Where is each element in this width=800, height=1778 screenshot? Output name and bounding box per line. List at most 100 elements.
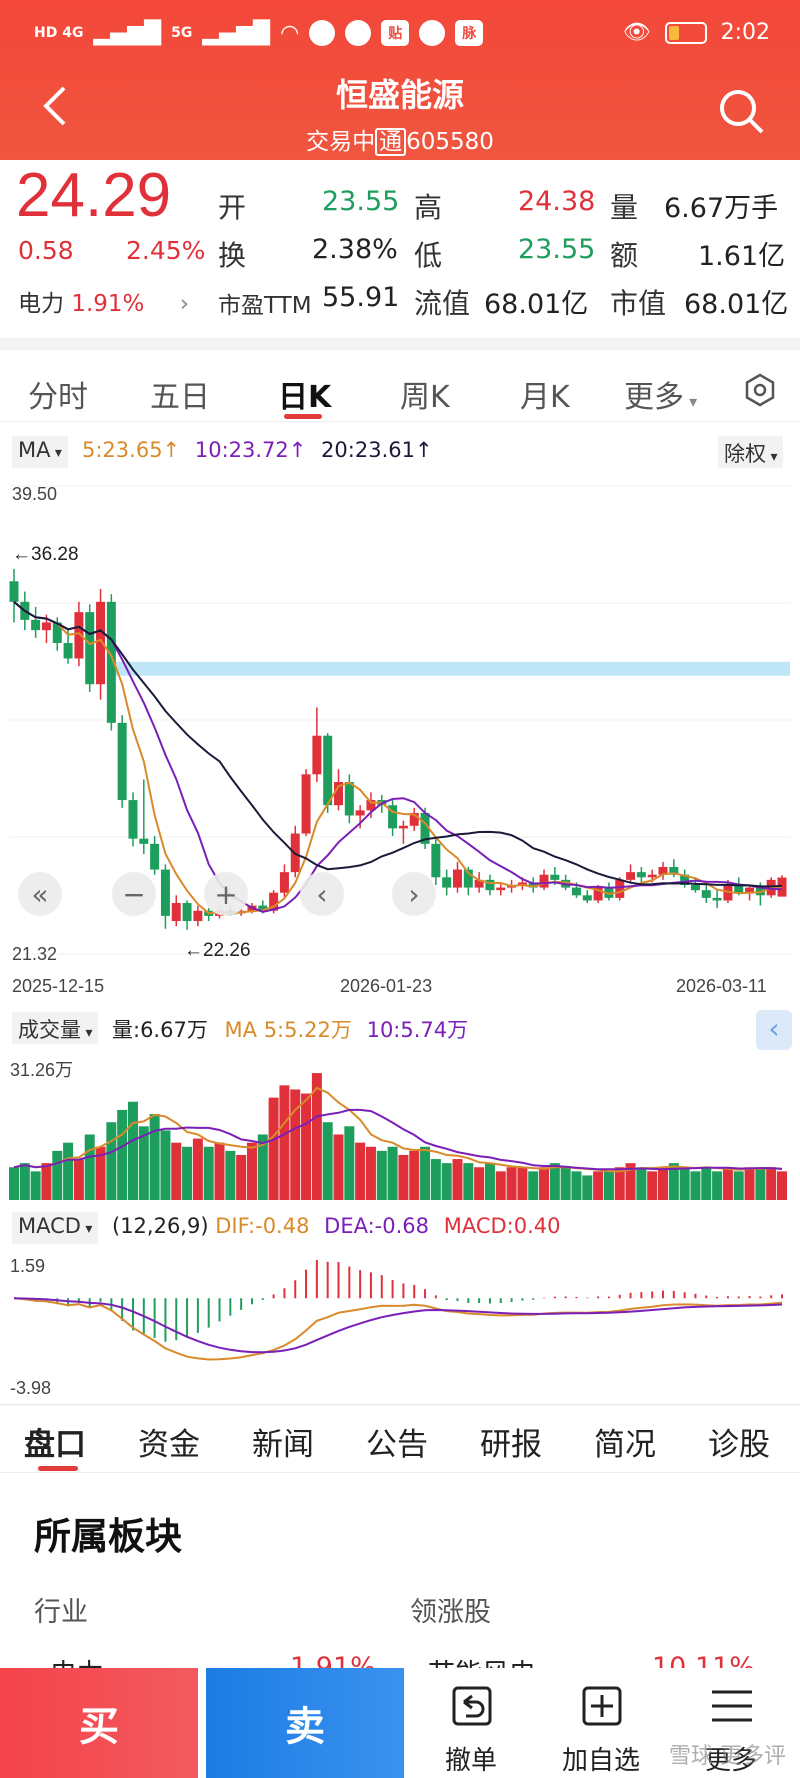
search-icon[interactable] (718, 88, 764, 134)
candle-body (723, 885, 733, 901)
sell-button[interactable]: 卖 (206, 1668, 404, 1778)
candle-body (626, 872, 636, 880)
candle-body (128, 800, 138, 839)
sector-link[interactable]: 电力 1.91% › (18, 284, 189, 318)
macd-values: (12,26,9) DIF:-0.48 DEA:-0.68 MACD:0.40 (112, 1214, 561, 1246)
volume-bar (344, 1126, 355, 1200)
add-watchlist-button[interactable]: 加自选 (536, 1668, 666, 1778)
tab-diagnosis[interactable]: 诊股 (708, 1427, 770, 1463)
candle-body (398, 825, 408, 829)
tab-profile[interactable]: 简况 (594, 1427, 656, 1463)
volume-bar (84, 1134, 95, 1200)
settings-hex-icon[interactable] (742, 372, 778, 408)
volume-bar (106, 1122, 117, 1200)
volume-ma10: 10:5.74万 (366, 1018, 469, 1042)
industry-label: 行业 (34, 1597, 88, 1628)
eye-icon: 👁 (622, 20, 651, 45)
macd-dropdown[interactable]: MACD ▾ (12, 1212, 99, 1244)
ma20-value: 20:23.61↑ (321, 438, 433, 462)
more-button[interactable]: 更多 (666, 1668, 796, 1778)
candle-body (442, 877, 452, 888)
volume-bar (409, 1150, 420, 1200)
app-header: HD 4G ▂▄▆█ 5G ▂▄▆█ ◠ 贴 脉 👁 2:02 恒盛能源 交易中… (0, 0, 800, 160)
volume-bar (766, 1167, 777, 1200)
adjust-dropdown[interactable]: 除权 ▾ (718, 436, 784, 468)
date-start-label: 2025-12-15 (12, 976, 105, 996)
candle-body (701, 890, 711, 898)
tab-more[interactable]: 更多 ▾ (624, 372, 697, 416)
candlestick-chart[interactable] (0, 474, 800, 974)
candle-body (9, 581, 19, 602)
volume-bar (355, 1142, 366, 1200)
step-right-icon[interactable]: › (392, 872, 436, 916)
float-label: 流值 (414, 287, 471, 320)
status-bar: HD 4G ▂▄▆█ 5G ▂▄▆█ ◠ 贴 脉 👁 2:02 (0, 0, 800, 72)
candle-body (463, 869, 473, 888)
volume-ma10-line (13, 1108, 783, 1171)
candle-body (658, 866, 668, 875)
mcap-value: 68.01亿 (684, 289, 789, 320)
tab-order-book[interactable]: 盘口 (24, 1427, 86, 1463)
candle-body (615, 879, 625, 898)
candle-body (485, 879, 495, 891)
ma10-line (13, 601, 783, 913)
tab-intraday[interactable]: 分时 (28, 380, 88, 415)
tab-funds[interactable]: 资金 (138, 1427, 200, 1463)
macd-dropdown-label: MACD (18, 1214, 81, 1238)
notify-app-icon-2 (345, 20, 372, 46)
side-panel-toggle-icon[interactable]: ‹ (756, 1010, 792, 1050)
zoom-in-icon[interactable]: + (204, 872, 248, 916)
step-left-icon[interactable]: ‹ (300, 872, 344, 916)
volume-bar (539, 1167, 550, 1200)
candle-body (106, 601, 116, 723)
candle-body (258, 905, 268, 911)
tab-announcements[interactable]: 公告 (366, 1427, 428, 1463)
candle-body (96, 601, 106, 685)
volume-bar (777, 1171, 787, 1200)
tab-weekly-k[interactable]: 周K (400, 380, 450, 415)
stock-name: 恒盛能源 (335, 76, 464, 114)
candle-body (409, 812, 419, 826)
volume-bar (560, 1167, 571, 1200)
tab-monthly-k[interactable]: 月K (520, 380, 570, 415)
back-arrow-icon[interactable] (40, 86, 70, 126)
tab-news[interactable]: 新闻 (252, 1427, 314, 1463)
volume-dropdown-label: 成交量 (18, 1018, 81, 1042)
candle-body (647, 874, 657, 878)
ma-dropdown-label: MA (18, 438, 51, 462)
amount-label: 额 (610, 239, 639, 272)
candle-body (636, 872, 646, 878)
tab-five-day[interactable]: 五日 (150, 380, 210, 415)
low-value: 23.55 (518, 234, 596, 265)
volume-current: 量:6.67万 (112, 1018, 208, 1042)
cancel-order-label: 撤单 (444, 1746, 497, 1776)
volume-bar (495, 1171, 506, 1200)
candle-body (301, 774, 311, 834)
candle-body (85, 612, 95, 685)
float-value: 68.01亿 (484, 289, 589, 320)
caret-down-icon-vol: ▾ (81, 1025, 93, 1041)
buy-button[interactable]: 买 (0, 1668, 198, 1778)
ma-values: 5:23.65↑ 10:23.72↑ 20:23.61↑ (82, 438, 433, 470)
volume-bar (441, 1163, 452, 1200)
candle-body (734, 885, 744, 893)
scroll-left-icon[interactable]: « (18, 872, 62, 916)
candle-body (550, 874, 560, 880)
volume-dropdown[interactable]: 成交量 ▾ (12, 1012, 99, 1044)
macd-dea: DEA:-0.68 (324, 1214, 430, 1238)
tab-research[interactable]: 研报 (480, 1427, 542, 1463)
volume-bar (279, 1085, 290, 1200)
tab-daily-k[interactable]: 日K (278, 380, 332, 415)
ma-dropdown[interactable]: MA ▾ (12, 436, 68, 468)
candle-body (745, 887, 755, 893)
volume-bar (246, 1142, 257, 1200)
cancel-order-button[interactable]: 撤单 (406, 1668, 536, 1778)
volume-bar (603, 1171, 614, 1200)
mcap-label: 市值 (610, 287, 667, 320)
trade-footer: 买 卖 撤单 加自选 更多 (0, 1668, 800, 1778)
volume-bar (625, 1163, 636, 1200)
last-price: 24.29 (16, 161, 172, 230)
tong-badge: 通 (375, 128, 407, 156)
zoom-out-icon[interactable]: − (112, 872, 156, 916)
pe-label: 市盈TTM (218, 293, 312, 319)
